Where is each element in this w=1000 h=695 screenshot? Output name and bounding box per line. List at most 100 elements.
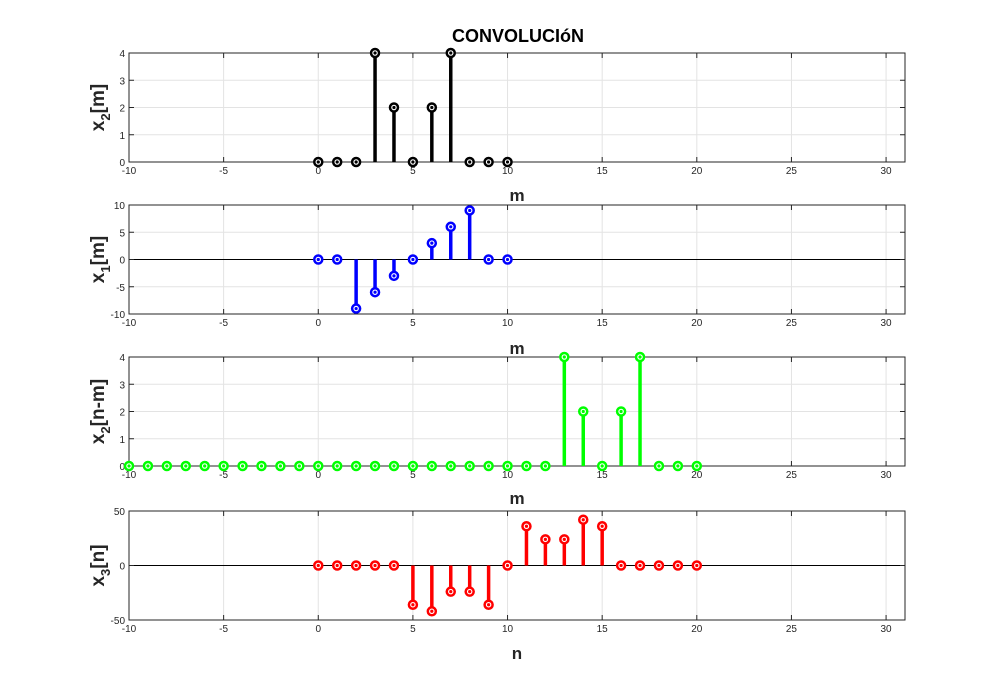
stem-marker-center xyxy=(411,257,415,262)
stem-marker-center xyxy=(600,524,604,528)
x-tick-label: -5 xyxy=(219,624,228,635)
stem-marker-center xyxy=(316,563,320,568)
stem-marker-center xyxy=(676,464,680,468)
x-tick-label: 0 xyxy=(315,470,321,481)
x-tick-label: 30 xyxy=(881,318,893,329)
y-axis-label: x2[m] xyxy=(88,84,113,131)
y-tick-label: 3 xyxy=(119,380,125,391)
stem-marker-center xyxy=(430,105,434,110)
stem-marker-center xyxy=(392,105,396,110)
stem-marker-center xyxy=(695,464,699,468)
stem-marker-center xyxy=(619,409,623,414)
stem-marker-center xyxy=(354,306,358,311)
stem-marker-center xyxy=(468,160,472,164)
subplot-3: -10 -5 0 5 10 15 20 25 30 0 1 2 3 4 x2[n-m] m xyxy=(88,351,906,508)
x-tick-label: -5 xyxy=(219,470,228,481)
x-tick-label: 5 xyxy=(410,166,416,177)
x-tick-label: -5 xyxy=(219,318,228,329)
x-tick-label: -10 xyxy=(122,166,137,177)
stem-marker-center xyxy=(354,464,358,468)
stem-marker-center xyxy=(619,563,623,568)
stem-marker-center xyxy=(487,603,491,607)
x-tick-label: 10 xyxy=(502,318,514,329)
stem-marker-center xyxy=(411,464,415,468)
stem-marker-center xyxy=(487,257,491,262)
stem-marker-center xyxy=(259,464,264,468)
y-tick-label: 0 xyxy=(119,462,125,473)
y-tick-label: 50 xyxy=(114,507,126,518)
stem-marker-center xyxy=(411,603,415,607)
y-tick-label: 10 xyxy=(114,201,126,212)
x-tick-label: 20 xyxy=(691,318,703,329)
stem-marker-center xyxy=(524,524,529,528)
stem-marker-center xyxy=(581,409,585,414)
y-tick-label: -10 xyxy=(111,310,126,321)
stem-marker-center xyxy=(316,160,320,164)
x-tick-label: 30 xyxy=(881,166,893,177)
stem-marker-center xyxy=(695,563,699,568)
x-axis-label: m xyxy=(509,489,524,508)
subplot-2: -10 -5 0 5 10 15 20 25 30 -10 -5 0 5 10 x1[m] m xyxy=(88,201,906,358)
y-tick-label: 2 xyxy=(119,408,125,419)
stem-marker-center xyxy=(278,464,283,468)
x-tick-label: -5 xyxy=(219,166,228,177)
y-tick-label: 5 xyxy=(119,228,125,239)
y-tick-label: 1 xyxy=(119,131,125,142)
stem-marker-center xyxy=(240,464,245,468)
stem-marker-center xyxy=(562,537,566,541)
x-tick-label: 10 xyxy=(502,470,514,481)
x-tick-label: 5 xyxy=(410,318,416,329)
stem-marker-center xyxy=(487,160,491,164)
stem-marker-center xyxy=(505,563,510,568)
stem-marker-center xyxy=(487,464,491,468)
y-tick-label: 0 xyxy=(119,562,125,573)
x-tick-label: 0 xyxy=(315,166,321,177)
stem-marker-center xyxy=(203,464,207,468)
stem-marker-center xyxy=(373,51,377,55)
x-axis-label: n xyxy=(512,644,522,663)
y-axis-label: x3[n] xyxy=(88,544,113,586)
x-tick-label: -10 xyxy=(122,470,137,481)
x-tick-label: 25 xyxy=(786,470,798,481)
y-tick-label: 0 xyxy=(119,158,125,169)
stem-marker-center xyxy=(354,563,358,568)
stem-marker-center xyxy=(638,563,642,568)
y-tick-label: 1 xyxy=(119,435,125,446)
x-tick-label: 0 xyxy=(315,624,321,635)
x-tick-label: 10 xyxy=(502,166,514,177)
stem-marker-center xyxy=(373,290,377,294)
stem-marker-center xyxy=(543,464,547,468)
y-tick-label: 3 xyxy=(119,76,125,87)
stem-marker-center xyxy=(146,464,150,468)
stem-marker-center xyxy=(600,464,604,468)
y-tick-label: 4 xyxy=(119,49,125,60)
x-tick-label: 15 xyxy=(597,166,609,177)
stem-marker-center xyxy=(449,51,453,55)
stem-marker-center xyxy=(335,257,339,262)
x-tick-label: 30 xyxy=(881,470,893,481)
figure-title: CONVOLUCIóN xyxy=(452,26,584,46)
stem-marker-center xyxy=(505,160,510,164)
stem-marker-center xyxy=(638,355,642,359)
stem-marker-center xyxy=(468,208,472,213)
x-tick-label: 25 xyxy=(786,624,798,635)
stem-marker-center xyxy=(411,160,415,164)
x-axis-label: m xyxy=(509,339,524,358)
x-tick-label: 20 xyxy=(691,624,703,635)
stem-marker-center xyxy=(543,537,547,541)
subplot-1: -10 -5 0 5 10 15 20 25 30 0 1 2 3 4 x2[m] m xyxy=(88,47,906,205)
x-tick-label: 30 xyxy=(881,624,893,635)
stem-marker-center xyxy=(316,257,320,262)
stem-marker-center xyxy=(581,518,585,522)
stem-marker-center xyxy=(524,464,529,468)
stem-marker-center xyxy=(505,464,510,468)
y-tick-label: -5 xyxy=(116,283,125,294)
stem-marker-center xyxy=(335,464,339,468)
stem-marker-center xyxy=(184,464,188,468)
x-axis-label: m xyxy=(509,186,524,205)
y-tick-label: 4 xyxy=(119,353,125,364)
x-tick-label: -10 xyxy=(122,318,137,329)
y-tick-label: 2 xyxy=(119,104,125,115)
x-tick-label: 15 xyxy=(597,470,609,481)
